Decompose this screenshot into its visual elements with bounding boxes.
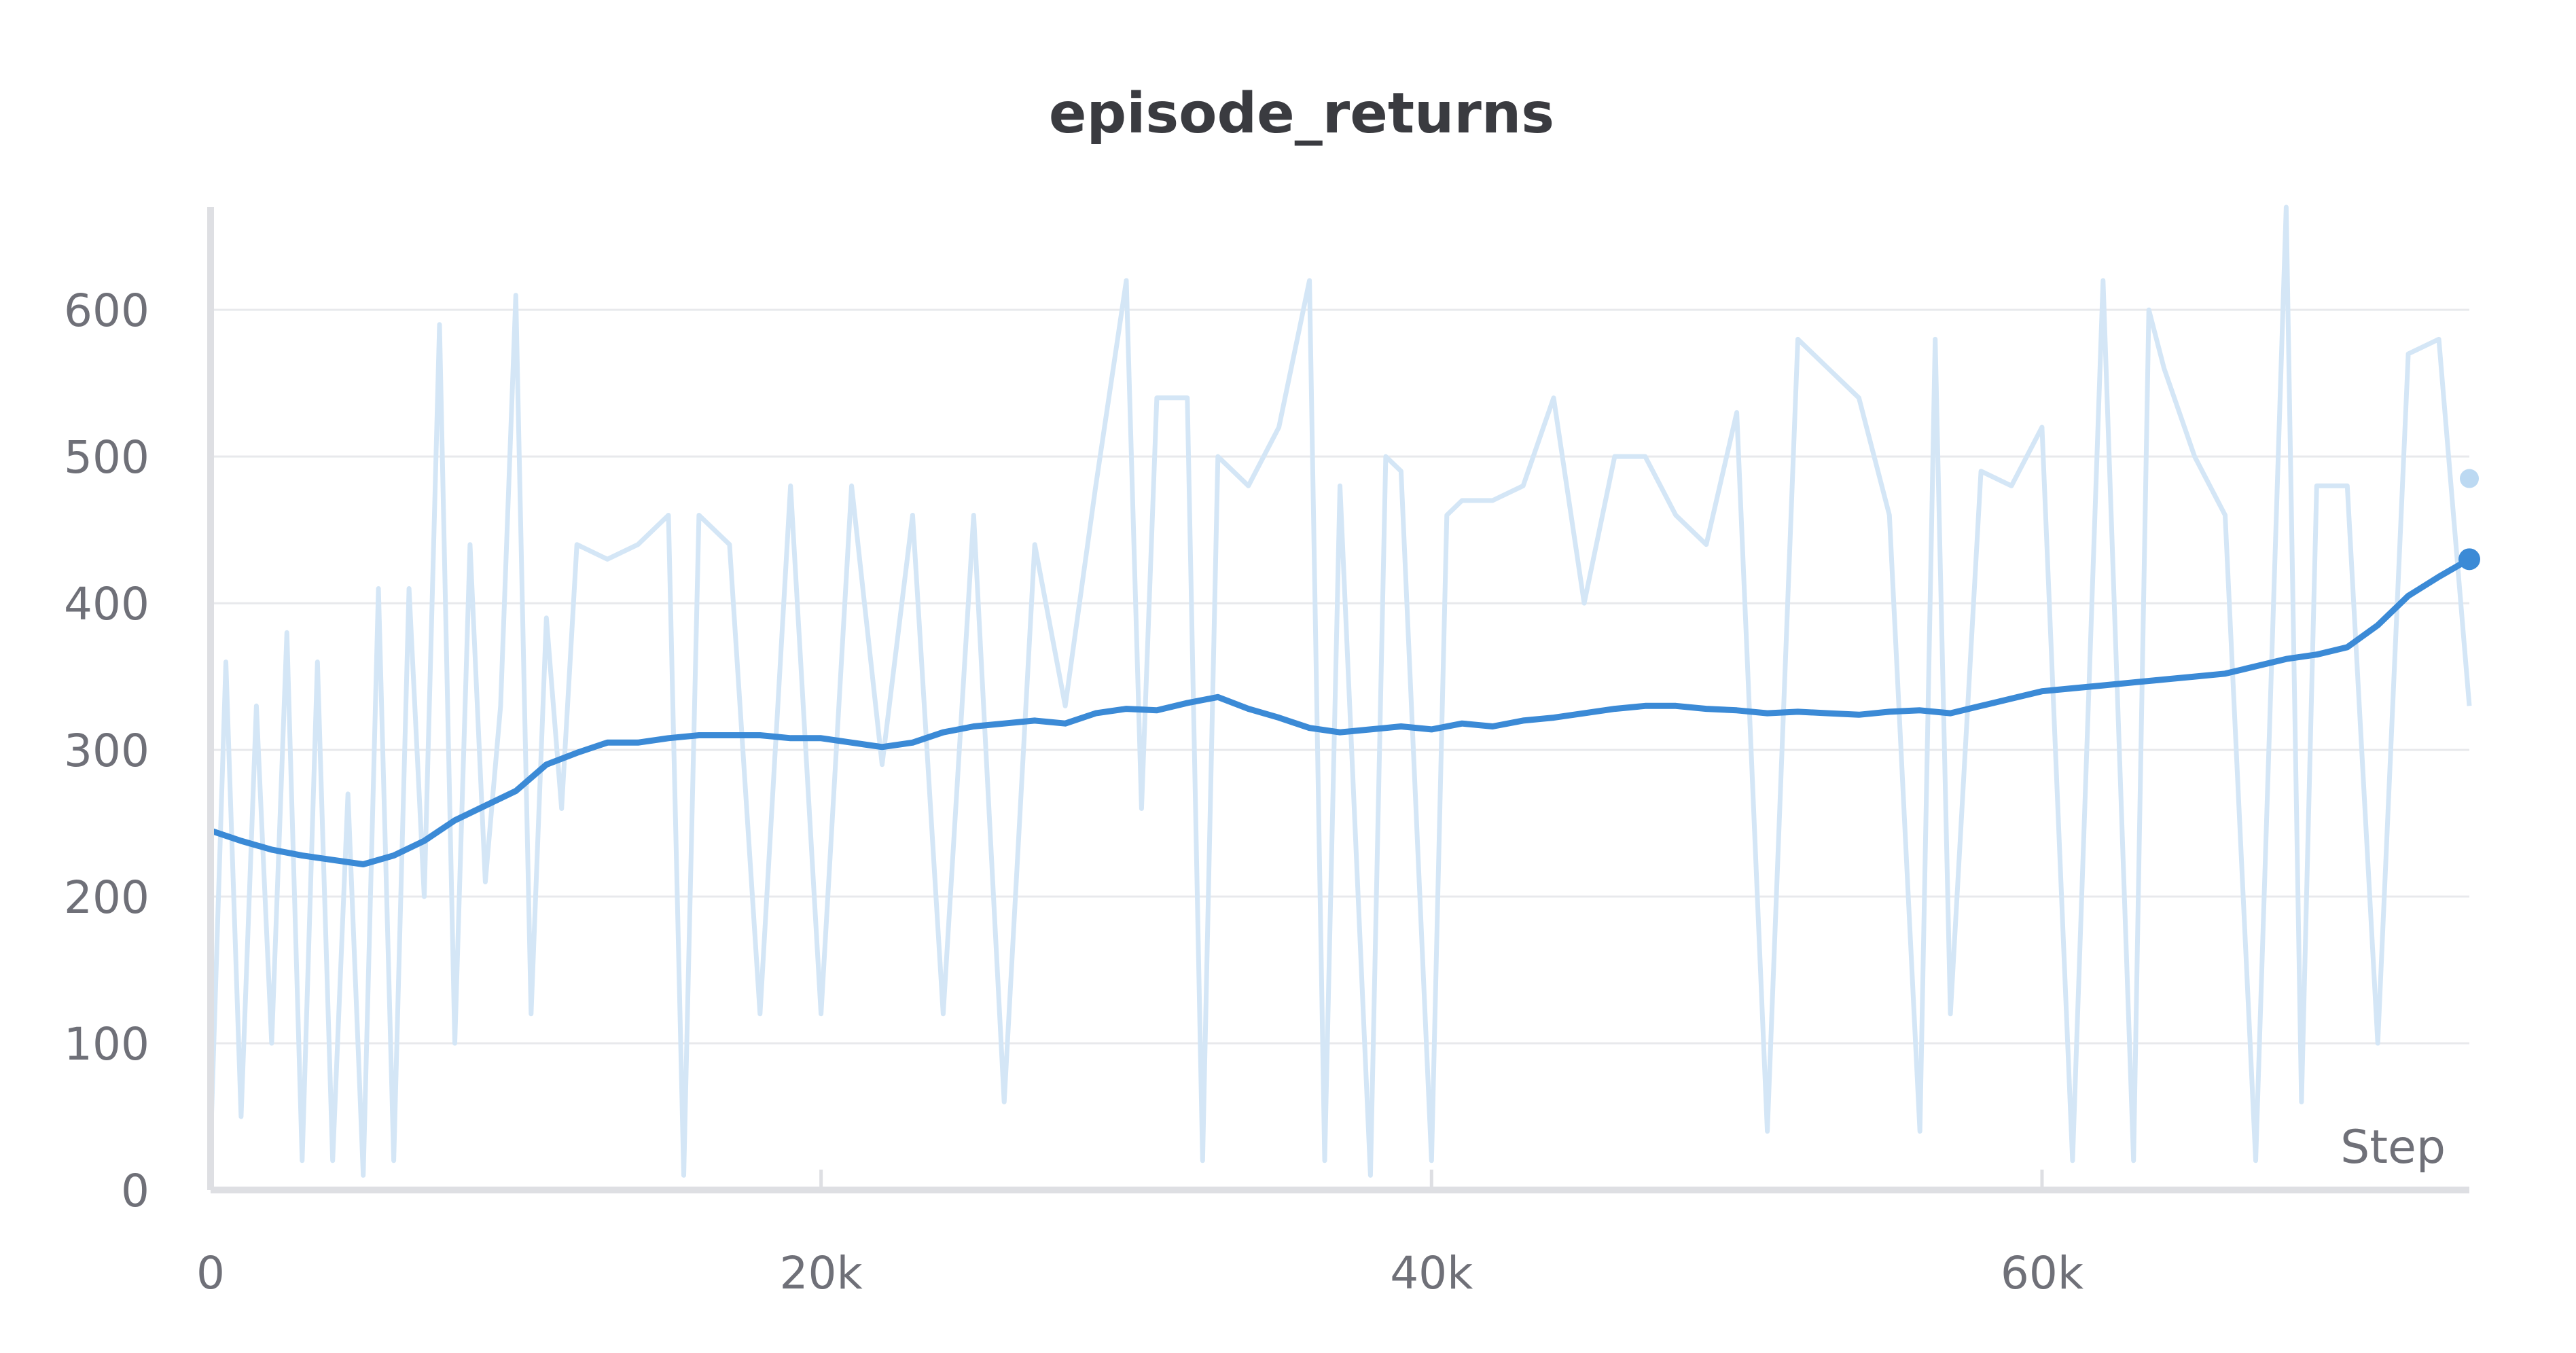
end-markers xyxy=(2458,469,2480,571)
chart-title: episode_returns xyxy=(1049,82,1554,146)
raw-series-line xyxy=(208,204,2472,1178)
y-tick-label-4: 400 xyxy=(64,578,149,630)
smoothed-series xyxy=(207,556,2473,867)
x-tick-label-2: 40k xyxy=(1390,1247,1473,1299)
axes xyxy=(207,207,2469,1193)
y-tick-label-6: 600 xyxy=(64,285,149,337)
tick-labels: 0 100 200 300 400 500 600 0 20k 40k 60k xyxy=(64,285,2084,1299)
x-tick-label-3: 60k xyxy=(2001,1247,2084,1299)
smoothed-series-end-point xyxy=(2458,548,2480,571)
y-tick-label-0: 0 xyxy=(121,1165,149,1217)
x-tick-label-0: 0 xyxy=(196,1247,225,1299)
y-tick-label-3: 300 xyxy=(64,725,149,777)
x-tick-label-1: 20k xyxy=(780,1247,863,1299)
y-tick-label-1: 100 xyxy=(64,1018,149,1070)
smoothed-series-line xyxy=(207,556,2473,867)
y-tick-label-5: 500 xyxy=(64,431,149,484)
raw-series-end-point xyxy=(2460,469,2479,488)
raw-series xyxy=(208,204,2472,1178)
x-axis-title: Step xyxy=(2340,1121,2446,1174)
y-tick-label-2: 200 xyxy=(64,871,149,924)
